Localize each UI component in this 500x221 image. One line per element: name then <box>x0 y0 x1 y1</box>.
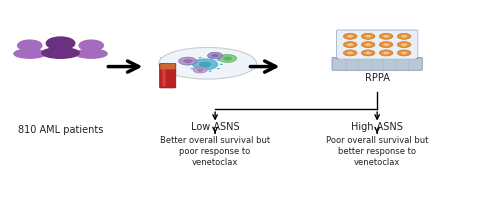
Ellipse shape <box>42 48 79 58</box>
Circle shape <box>216 59 220 61</box>
Circle shape <box>362 50 375 56</box>
Circle shape <box>18 40 42 51</box>
Circle shape <box>218 55 236 62</box>
Circle shape <box>188 64 190 65</box>
Circle shape <box>347 35 353 38</box>
Circle shape <box>365 35 371 38</box>
Circle shape <box>220 64 223 65</box>
FancyBboxPatch shape <box>162 69 166 86</box>
Circle shape <box>347 51 353 54</box>
Text: High ASNS: High ASNS <box>351 122 403 132</box>
Circle shape <box>199 62 211 67</box>
Circle shape <box>192 59 218 70</box>
Circle shape <box>380 50 393 56</box>
Circle shape <box>196 68 203 71</box>
Circle shape <box>344 33 357 39</box>
Circle shape <box>344 42 357 48</box>
Circle shape <box>190 68 194 69</box>
Text: 810 AML patients: 810 AML patients <box>18 125 103 135</box>
Circle shape <box>178 57 196 65</box>
Circle shape <box>380 33 393 39</box>
Circle shape <box>183 59 192 63</box>
Circle shape <box>212 54 219 57</box>
Circle shape <box>344 50 357 56</box>
Ellipse shape <box>76 49 107 58</box>
Circle shape <box>401 51 407 54</box>
Circle shape <box>383 43 389 46</box>
Circle shape <box>362 42 375 48</box>
Circle shape <box>216 68 220 69</box>
Circle shape <box>193 67 207 73</box>
Circle shape <box>398 42 411 48</box>
FancyBboxPatch shape <box>160 63 176 88</box>
Circle shape <box>198 57 202 58</box>
Text: Low ASNS: Low ASNS <box>191 122 240 132</box>
Circle shape <box>198 70 202 72</box>
Circle shape <box>362 33 375 39</box>
Ellipse shape <box>159 48 256 79</box>
Text: RPPA: RPPA <box>364 73 390 84</box>
Circle shape <box>190 59 194 61</box>
Circle shape <box>79 40 104 51</box>
Circle shape <box>347 43 353 46</box>
Circle shape <box>46 37 75 50</box>
Circle shape <box>208 52 222 59</box>
Circle shape <box>208 70 212 72</box>
Circle shape <box>383 51 389 54</box>
FancyBboxPatch shape <box>160 64 176 69</box>
Circle shape <box>208 57 212 58</box>
Circle shape <box>380 42 393 48</box>
Circle shape <box>398 50 411 56</box>
Circle shape <box>223 57 232 60</box>
Circle shape <box>401 43 407 46</box>
FancyBboxPatch shape <box>332 58 422 70</box>
Circle shape <box>398 33 411 39</box>
Circle shape <box>365 51 371 54</box>
Ellipse shape <box>14 49 46 58</box>
Text: Better overall survival but
poor response to
venetoclax: Better overall survival but poor respons… <box>160 135 270 167</box>
Circle shape <box>365 43 371 46</box>
FancyBboxPatch shape <box>336 30 418 59</box>
Circle shape <box>401 35 407 38</box>
Circle shape <box>383 35 389 38</box>
Text: Poor overall survival but
better response to
venetoclax: Poor overall survival but better respons… <box>326 135 428 167</box>
